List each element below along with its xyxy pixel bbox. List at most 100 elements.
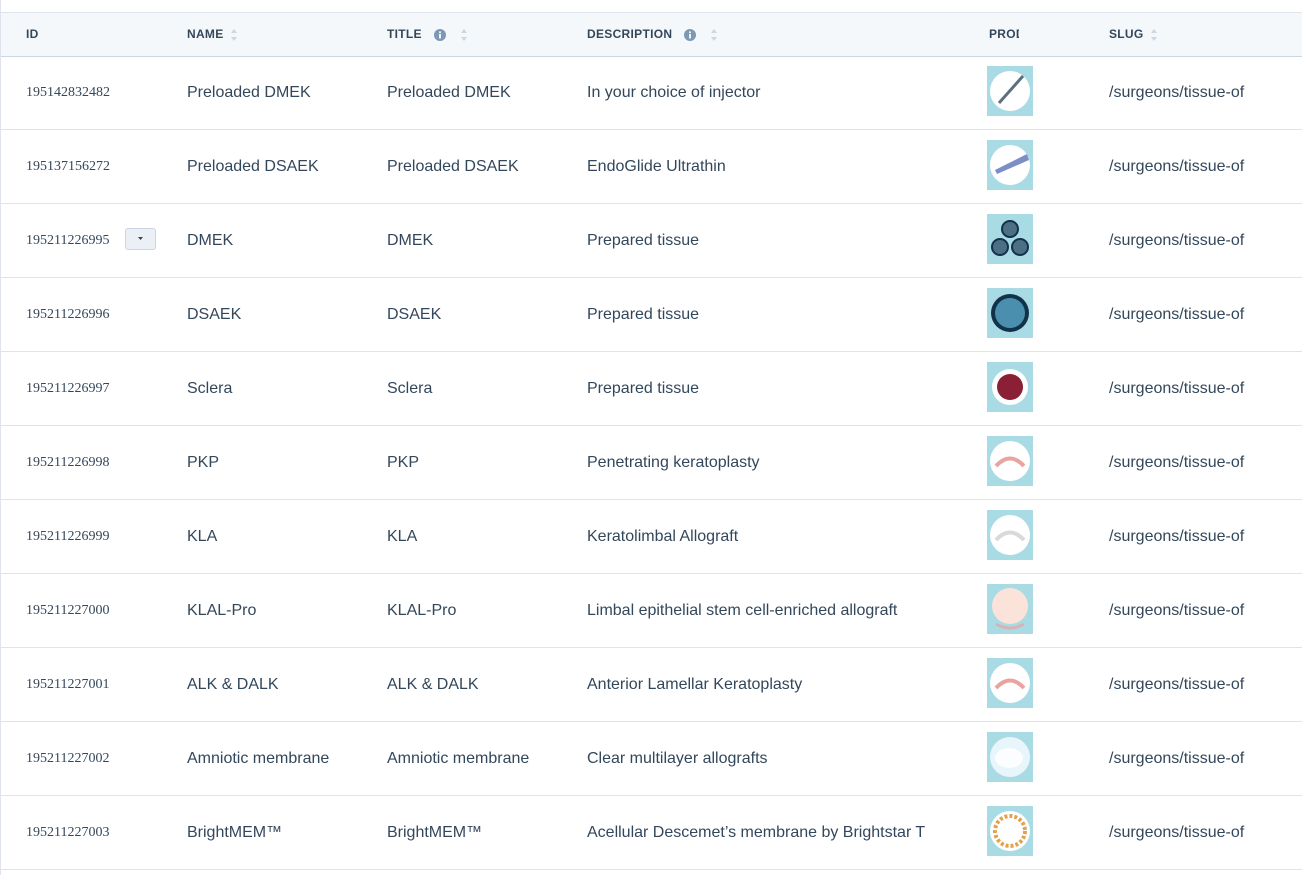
id-cell: 195211227000 [26,603,110,618]
slug-cell: /surgeons/tissue-of [1109,528,1245,545]
name-cell: KLAL-Pro [187,602,257,619]
product-image [987,732,1033,782]
column-title: SLUG [1109,27,1144,41]
product-image [987,362,1033,412]
product-image [987,288,1033,338]
description-cell: Clear multilayer allografts [587,750,768,767]
image-thumbnail [992,369,1028,405]
title-cell: ALK & DALK [387,676,479,693]
title-cell: Sclera [387,380,433,397]
description-cell: Prepared tissue [587,380,700,397]
id-cell: 195211226996 [26,307,110,322]
description-cell: In your choice of injector [587,84,761,101]
title-cell: Amniotic membrane [387,750,530,767]
table-row: 195211226995 DMEK DMEK Prepared tissue/surg… [1,204,1302,278]
id-cell: 195211226997 [26,381,110,396]
sort-icon [230,28,237,41]
description-cell: Keratolimbal Allograft [587,528,739,545]
name-cell: Sclera [187,380,233,397]
id-cell: 195211227001 [26,677,110,692]
image-thumbnail [990,737,1030,777]
table-row: 195211227000 KLAL-Pro KLAL-Pro Limbal epith… [1,574,1302,648]
id-cell: 195137156272 [26,159,110,174]
product-image [987,436,1033,486]
table-row: 195142832482 Preloaded DMEK Preloaded DMEK… [1,56,1302,130]
info-icon [684,28,697,41]
image-thumbnail [992,588,1028,630]
table-row: 195211226996 DSAEK DSAEK Prepared tissue/su… [1,278,1302,352]
description-cell: EndoGlide Ultrathin [587,158,726,175]
slug-cell: /surgeons/tissue-of [1109,306,1245,323]
column-header[interactable]: NAME [187,13,377,56]
name-cell: BrightMEM™ [187,824,283,841]
name-cell: DMEK [187,232,234,249]
description-cell: Acellular Descemet’s membrane by Brights… [587,824,926,841]
description-cell: Prepared tissue [587,306,700,323]
table-row: 195211227003 BrightMEM™ BrightMEM™ Acellula… [1,796,1302,870]
name-cell: Preloaded DSAEK [187,158,319,175]
id-cell: 195211226999 [26,529,110,544]
product-image [987,214,1033,264]
id-cell: 195211226995 [26,233,110,248]
product-image [987,806,1033,856]
image-thumbnail [991,220,1029,256]
title-cell: KLAL-Pro [387,602,457,619]
name-cell: ALK & DALK [187,676,279,693]
slug-cell: /surgeons/tissue-of [1109,750,1245,767]
table-row: 195211226997 Sclera Sclera Prepared tissue /… [1,352,1302,426]
sort-icon [711,28,718,41]
image-thumbnail [990,515,1030,555]
image-thumbnail [990,663,1030,703]
product-image [987,510,1033,560]
slug-cell: /surgeons/tissue-of [1109,676,1245,693]
title-cell: Preloaded DMEK [387,84,511,101]
name-cell: KLA [187,528,218,545]
image-thumbnail [990,441,1030,481]
id-cell: 195211227003 [26,825,110,840]
product-image [987,584,1033,634]
table-row: 195211226998 PKP PKP Penetrating keratoplas… [1,426,1302,500]
description-cell: Anterior Lamellar Keratoplasty [587,676,803,693]
id-cell: 195211226998 [26,455,110,470]
column-title: PROD [989,27,1019,41]
sort-icon [1150,28,1157,41]
info-icon [433,28,446,41]
product-image [987,66,1033,116]
row-menu-button[interactable] [125,228,156,250]
name-cell: DSAEK [187,306,242,323]
name-cell: Preloaded DMEK [187,84,311,101]
slug-cell: /surgeons/tissue-of [1109,380,1245,397]
column-header[interactable]: TITLE [387,13,577,56]
id-cell: 195142832482 [26,85,110,100]
slug-cell: /surgeons/tissue-of [1109,84,1245,101]
table-row: 195211226999 KLA KLA Keratolimbal Allograft… [1,500,1302,574]
column-header[interactable]: PROD [989,13,1019,56]
caret-icon [138,237,143,240]
column-title: ID [26,27,39,41]
slug-cell: /surgeons/tissue-of [1109,454,1245,471]
product-image [987,140,1033,190]
column-title: TITLE [387,27,422,41]
sort-icon [460,28,467,41]
image-thumbnail [990,145,1030,185]
id-cell: 195211227002 [26,751,110,766]
table-header: ID NAME TITLE DESCRIPTION PROD SLUG [1,12,1302,57]
name-cell: PKP [187,454,220,471]
image-thumbnail [991,294,1029,332]
column-header[interactable]: ID [26,13,166,56]
product-image [987,658,1033,708]
column-title: DESCRIPTION [587,27,673,41]
table-row: 195137156272 Preloaded DSAEK Preloaded DSA… [1,130,1302,204]
image-thumbnail [990,811,1030,851]
slug-cell: /surgeons/tissue-of [1109,824,1245,841]
slug-cell: /surgeons/tissue-of [1109,232,1245,249]
title-cell: Preloaded DSAEK [387,158,519,175]
table-row: 195211227002 Amniotic membrane Amniotic me… [1,722,1302,796]
column-header[interactable]: SLUG [1109,13,1302,56]
table-row: 195211227001 ALK & DALK ALK & DALK Anterior… [1,648,1302,722]
image-thumbnail [990,71,1030,111]
column-header[interactable]: DESCRIPTION [587,13,981,56]
description-cell: Limbal epithelial stem cell-enriched all… [587,602,898,619]
slug-cell: /surgeons/tissue-of [1109,158,1245,175]
